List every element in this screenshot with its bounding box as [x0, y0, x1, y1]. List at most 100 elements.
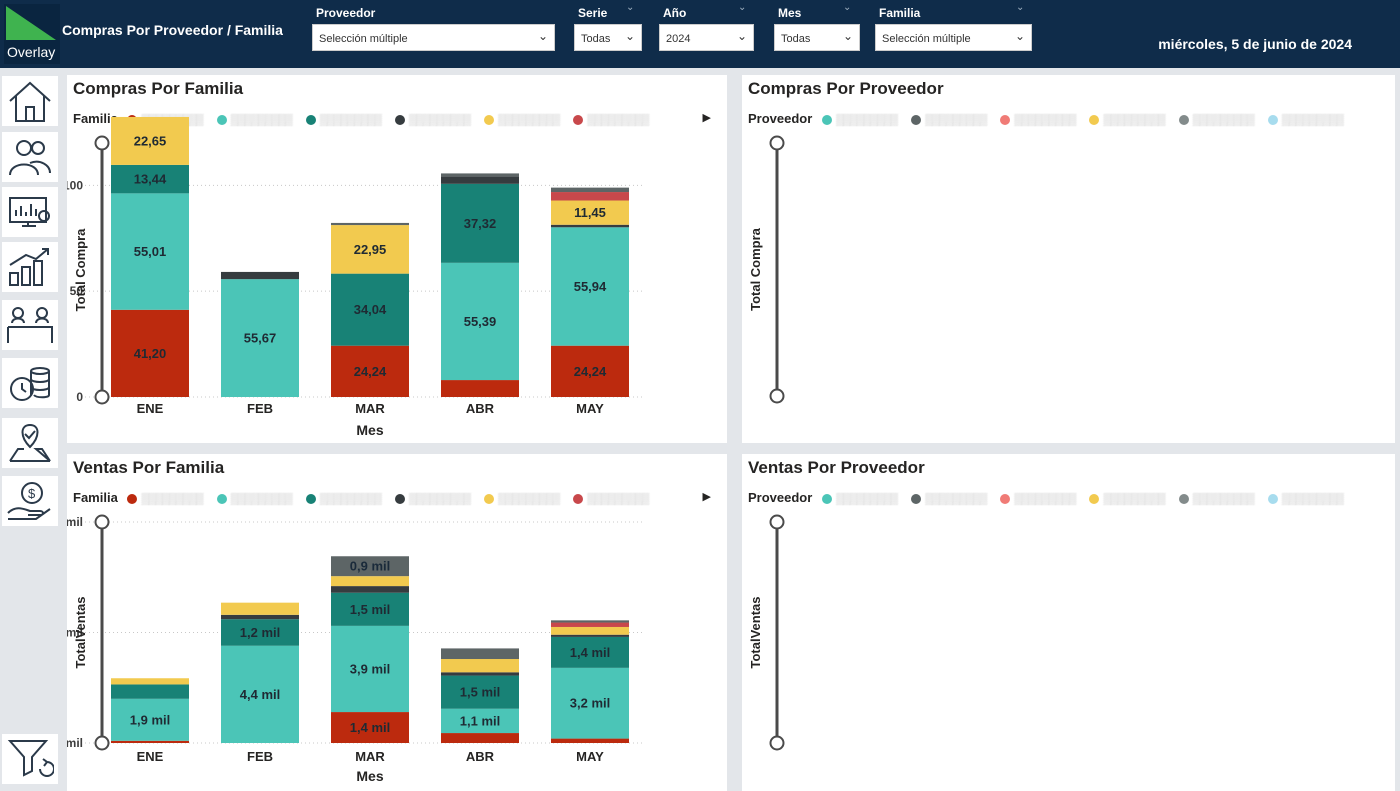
- filter-familia-select[interactable]: Selección múltiple ⌄: [875, 24, 1032, 51]
- legend-item[interactable]: ▒▒▒▒▒▒▒▒▒: [1089, 111, 1166, 126]
- legend-item[interactable]: ▒▒▒▒▒▒▒▒▒: [1178, 111, 1255, 126]
- filter-label: Serie: [578, 6, 608, 20]
- bar-segment: [441, 183, 519, 263]
- filter-serie-select[interactable]: Todas ⌄: [574, 24, 642, 51]
- x-tick-label: MAY: [576, 749, 604, 764]
- bar-segment: [441, 708, 519, 734]
- x-tick-label: MAY: [576, 401, 604, 416]
- nav-office[interactable]: [2, 300, 58, 350]
- office-icon: [7, 307, 53, 343]
- legend-swatch: [573, 493, 584, 504]
- legend-item[interactable]: ▒▒▒▒▒▒▒▒▒: [821, 490, 898, 505]
- chevron-down-icon: ⌄: [624, 29, 635, 43]
- bar-segment: [111, 684, 189, 699]
- legend-item[interactable]: ▒▒▒▒▒▒▒▒▒: [305, 111, 382, 126]
- legend-swatch: [127, 493, 138, 504]
- bar-segment: [331, 625, 409, 713]
- legend-title: Proveedor: [748, 490, 813, 505]
- legend-item[interactable]: ▒▒▒▒▒▒▒▒▒: [573, 111, 649, 126]
- chevron-down-icon[interactable]: ⌄: [626, 2, 635, 13]
- filter-ano-select[interactable]: 2024 ⌄: [659, 24, 754, 51]
- legend-redacted-label: ▒▒▒▒▒▒▒▒▒: [1192, 492, 1255, 505]
- legend-item[interactable]: ▒▒▒▒▒▒▒▒▒: [484, 490, 560, 505]
- data-label: 1,4 mil: [350, 720, 390, 735]
- sidebar-nav: $: [0, 72, 62, 791]
- legend-item[interactable]: ▒▒▒▒▒▒▒▒▒: [216, 111, 293, 126]
- legend-next-arrow-icon[interactable]: ▶: [702, 112, 711, 124]
- chevron-down-icon: ⌄: [736, 29, 747, 43]
- users-icon: [9, 140, 51, 176]
- nav-map-location[interactable]: [2, 418, 58, 468]
- legend-item[interactable]: ▒▒▒▒▒▒▒▒▒: [1267, 111, 1344, 126]
- legend-item[interactable]: ▒▒▒▒▒▒▒▒▒: [1000, 490, 1076, 505]
- legend-redacted-label: ▒▒▒▒▒▒▒▒▒: [1281, 113, 1344, 126]
- nav-home[interactable]: [2, 76, 58, 126]
- legend-redacted-label: ▒▒▒▒▒▒▒▒▒: [498, 113, 560, 126]
- bar-segment: [331, 273, 409, 346]
- nav-coins[interactable]: [2, 358, 58, 408]
- chart-compras-proveedor: 050100Total CompraENE13,4422,6596,21FEB3…: [748, 135, 785, 404]
- growth-chart-icon: [9, 248, 49, 286]
- filter-mes-select[interactable]: Todas ⌄: [774, 24, 860, 51]
- chart-ventas-proveedor: 0 mil2 mil4 mil6 milTotalVentasENE0,7 mi…: [748, 514, 785, 751]
- chart-legend: Familia ▒▒▒▒▒▒▒▒▒ ▒▒▒▒▒▒▒▒▒ ▒▒▒▒▒▒▒▒▒ ▒▒▒▒▒…: [73, 490, 662, 508]
- legend-item[interactable]: ▒▒▒▒▒▒▒▒▒: [911, 490, 987, 505]
- legend-swatch: [1178, 493, 1189, 504]
- bar-segment: [551, 622, 629, 627]
- data-label: 1,9 mil: [130, 712, 170, 727]
- legend-item[interactable]: ▒▒▒▒▒▒▒▒▒: [821, 111, 898, 126]
- nav-filter-reset[interactable]: [2, 734, 58, 784]
- home-icon: [9, 81, 51, 122]
- chevron-down-icon[interactable]: ⌄: [738, 2, 747, 13]
- legend-item[interactable]: ▒▒▒▒▒▒▒▒▒: [305, 490, 382, 505]
- filter-serie: Serie: [578, 6, 607, 24]
- legend-item[interactable]: ▒▒▒▒▒▒▒▒▒: [484, 111, 560, 126]
- nav-users[interactable]: [2, 132, 58, 182]
- legend-swatch: [1267, 493, 1278, 504]
- legend-redacted-label: ▒▒▒▒▒▒▒▒▒: [408, 492, 471, 505]
- chart-legend: Proveedor ▒▒▒▒▒▒▒▒▒ ▒▒▒▒▒▒▒▒▒ ▒▒▒▒▒▒▒▒▒ ▒▒▒…: [748, 111, 1357, 129]
- y-axis-title: Total Compra: [73, 228, 88, 312]
- filter-proveedor-select[interactable]: Selección múltiple ⌄: [312, 24, 555, 51]
- legend-item[interactable]: ▒▒▒▒▒▒▒▒▒: [1178, 490, 1255, 505]
- legend-swatch: [216, 493, 227, 504]
- chevron-down-icon[interactable]: ⌄: [1016, 2, 1025, 13]
- legend-swatch: [394, 114, 405, 125]
- legend-item[interactable]: ▒▒▒▒▒▒▒▒▒: [911, 111, 987, 126]
- legend-item[interactable]: ▒▒▒▒▒▒▒▒▒: [1089, 490, 1166, 505]
- panel-compras-proveedor: Compras Por Proveedor Proveedor ▒▒▒▒▒▒▒▒…: [742, 75, 1395, 443]
- legend-item[interactable]: ▒▒▒▒▒▒▒▒▒: [1267, 490, 1344, 505]
- y-tick-label: 0 mil: [67, 736, 83, 750]
- nav-money[interactable]: $: [2, 476, 58, 526]
- nav-growth[interactable]: [2, 242, 58, 292]
- bar-segment: [331, 345, 409, 397]
- bar-segment: [551, 192, 629, 201]
- legend-redacted-label: ▒▒▒▒▒▒▒▒▒: [230, 113, 293, 126]
- data-label: 1,2 mil: [240, 625, 280, 640]
- legend-item[interactable]: ▒▒▒▒▒▒▒▒▒: [1000, 111, 1076, 126]
- legend-item[interactable]: ▒▒▒▒▒▒▒▒▒: [573, 490, 649, 505]
- legend-swatch: [305, 493, 316, 504]
- bar-segment: [331, 222, 409, 226]
- chart-title: Ventas Por Familia: [73, 458, 225, 477]
- legend-item[interactable]: ▒▒▒▒▒▒▒▒▒: [216, 490, 293, 505]
- bar-segment: [111, 678, 189, 685]
- logo-text: Overlay: [7, 44, 56, 60]
- chart-title: Compras Por Familia: [73, 79, 244, 98]
- legend-swatch: [1178, 114, 1189, 125]
- legend-item[interactable]: ▒▒▒▒▒▒▒▒▒: [394, 111, 471, 126]
- legend-swatch: [1089, 493, 1100, 504]
- bar-segment: [551, 620, 629, 623]
- map-location-icon: [9, 423, 51, 462]
- legend-item[interactable]: ▒▒▒▒▒▒▒▒▒: [394, 490, 471, 505]
- data-label: 4,4 mil: [240, 687, 280, 702]
- x-axis-title: Mes: [356, 768, 383, 784]
- legend-item[interactable]: ▒▒▒▒▒▒▒▒▒: [127, 490, 204, 505]
- legend-next-arrow-icon[interactable]: ▶: [702, 491, 711, 503]
- nav-monitor-chart[interactable]: [2, 187, 58, 237]
- bar-segment: [331, 592, 409, 626]
- chevron-down-icon[interactable]: ⌄: [843, 2, 852, 13]
- bar-segment: [551, 187, 629, 193]
- legend-redacted-label: ▒▒▒▒▒▒▒▒▒: [498, 492, 560, 505]
- filter-value: Todas: [781, 33, 811, 45]
